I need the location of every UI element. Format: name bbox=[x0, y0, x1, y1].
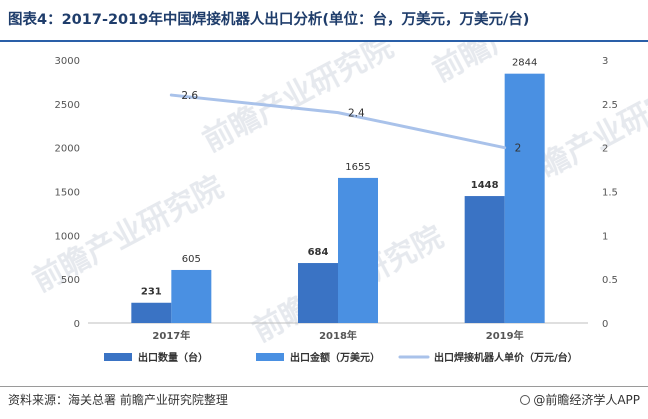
export-value-bar bbox=[504, 73, 545, 324]
bar-data-label: 2844 bbox=[512, 58, 537, 69]
y-left-tick-label: 0 bbox=[74, 319, 80, 330]
bar-data-label: 605 bbox=[182, 254, 201, 265]
unit-price-line bbox=[169, 93, 507, 150]
legend-label: 出口焊接机器人单价（万元/台） bbox=[434, 351, 578, 364]
chart-axes: 0 500 1000 1500 2000 2500 3000 0 0.5 1 1.5 2 2.5 3 201… bbox=[55, 56, 618, 342]
bar-data-label: 1448 bbox=[471, 180, 499, 191]
line-data-label: 2.4 bbox=[348, 108, 365, 120]
chart-legend: 出口数量（台） 出口金额（万美元） 出口焊接机器人单价（万元/台） bbox=[104, 351, 578, 364]
line-series bbox=[169, 93, 507, 150]
y-left-tick-label: 1000 bbox=[55, 231, 80, 242]
brand-logo-icon bbox=[520, 395, 531, 405]
y-right-tick-label: 0 bbox=[602, 319, 608, 330]
chart-title: 图表4：2017-2019年中国焊接机器人出口分析(单位：台，万美元，万美元/台… bbox=[8, 12, 530, 28]
export-value-bar bbox=[338, 177, 378, 323]
legend-swatch bbox=[256, 353, 284, 361]
bar-series bbox=[131, 73, 545, 324]
legend-label: 出口金额（万美元） bbox=[290, 351, 380, 364]
y-right-tick-label: 3 bbox=[602, 56, 608, 67]
y-left-tick-label: 2500 bbox=[55, 100, 80, 111]
brand-text: @前瞻经济学人APP bbox=[533, 393, 640, 407]
export-quantity-bar bbox=[131, 302, 172, 323]
bar-data-label: 231 bbox=[141, 287, 162, 298]
y-right-tick-label: 1.5 bbox=[602, 188, 618, 199]
y-right-tick-label: 2.5 bbox=[602, 100, 618, 111]
footer-divider bbox=[0, 386, 648, 387]
x-tick-label: 2019年 bbox=[486, 329, 524, 342]
export-quantity-bar bbox=[298, 263, 338, 323]
title-divider bbox=[0, 40, 648, 42]
data-labels: 231 684 1448 605 1655 2844 2.6 2.4 2 bbox=[141, 58, 537, 298]
combo-chart: 前瞻产业研究院前瞻产业研究院前瞻产业研究院前瞻产业研究院前瞻产业研究院 0500… bbox=[27, 42, 648, 364]
y-right-tick-label: 0.5 bbox=[602, 275, 618, 286]
line-data-label: 2 bbox=[515, 143, 522, 155]
export-quantity-bar bbox=[464, 196, 505, 323]
y-left-tick-label: 2000 bbox=[55, 144, 80, 155]
y-right-tick-label: 1 bbox=[602, 231, 608, 242]
source-note: 资料来源：海关总署 前瞻产业研究院整理 bbox=[8, 393, 228, 407]
bar-data-label: 1655 bbox=[345, 162, 370, 173]
legend-label: 出口数量（台） bbox=[138, 351, 208, 364]
y-left-tick-label: 3000 bbox=[55, 56, 80, 67]
y-right-tick-label: 2 bbox=[602, 144, 608, 155]
brand-credit: @前瞻经济学人APP bbox=[520, 391, 640, 408]
y-left-tick-label: 500 bbox=[61, 275, 80, 286]
export-value-bar bbox=[171, 269, 212, 323]
line-data-label: 2.6 bbox=[181, 90, 198, 102]
legend-swatch bbox=[104, 353, 132, 361]
x-tick-label: 2018年 bbox=[319, 329, 357, 342]
y-left-tick-label: 1500 bbox=[55, 188, 80, 199]
bar-data-label: 684 bbox=[308, 247, 329, 258]
x-tick-label: 2017年 bbox=[152, 329, 190, 342]
